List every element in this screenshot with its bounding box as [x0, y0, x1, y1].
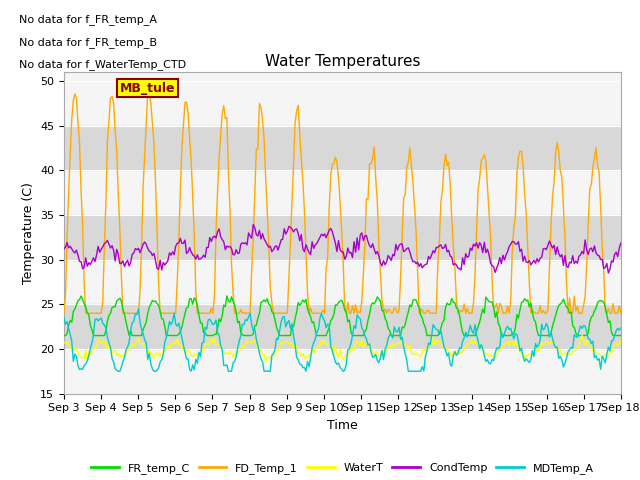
Text: MB_tule: MB_tule: [120, 82, 175, 95]
Legend: FR_temp_C, FD_Temp_1, WaterT, CondTemp, MDTemp_A: FR_temp_C, FD_Temp_1, WaterT, CondTemp, …: [86, 458, 598, 478]
Bar: [64, 215, 621, 260]
X-axis label: Time: Time: [327, 419, 358, 432]
Text: No data for f_WaterTemp_CTD: No data for f_WaterTemp_CTD: [19, 59, 187, 70]
Y-axis label: Temperature (C): Temperature (C): [22, 182, 35, 284]
Title: Water Temperatures: Water Temperatures: [265, 54, 420, 70]
Text: No data for f_FR_temp_B: No data for f_FR_temp_B: [19, 36, 157, 48]
Bar: [64, 126, 621, 170]
Text: No data for f_FR_temp_A: No data for f_FR_temp_A: [19, 14, 157, 25]
Bar: [64, 304, 621, 349]
